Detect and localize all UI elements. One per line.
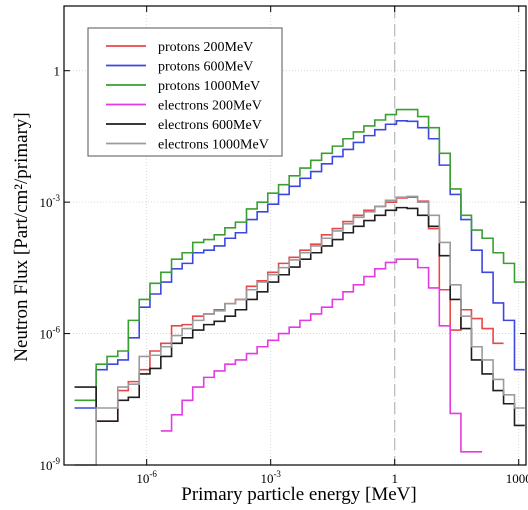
legend-label: electrons 1000MeV xyxy=(158,138,269,153)
y-tick-label: 1 xyxy=(54,64,61,79)
y-axis-label: Neutron Flux [Part/cm²/primary] xyxy=(11,112,32,361)
y-tick-label: 10-9 xyxy=(40,456,61,473)
x-tick-label: 10-6 xyxy=(136,469,157,486)
legend-box xyxy=(87,27,283,157)
series-layer xyxy=(74,108,525,466)
legend-label: protons 600MeV xyxy=(158,60,253,75)
x-tick-label: 10-3 xyxy=(260,469,281,486)
x-axis-label: Primary particle energy [MeV] xyxy=(181,484,416,505)
legend-label: electrons 200MeV xyxy=(158,99,262,114)
legend-label: electrons 600MeV xyxy=(158,118,262,133)
legend-label: protons 200MeV xyxy=(158,40,253,55)
axis-ticks: 10-6 10-3 1 1000 1 10-3 10-6 10-9 xyxy=(40,6,528,486)
plot-frame xyxy=(63,5,527,466)
y-tick-label: 10-6 xyxy=(40,325,61,342)
legend-label: protons 1000MeV xyxy=(158,79,260,94)
legend: protons 200MeV protons 600MeV protons 1000… xyxy=(87,27,283,157)
series-line-protons-200mev xyxy=(96,196,504,422)
series-line-electrons-200mev xyxy=(160,258,483,453)
y-tick-label: 10-3 xyxy=(40,193,61,210)
series-line-electrons-600mev xyxy=(74,206,525,427)
x-tick-label: 1000 xyxy=(506,471,528,486)
series-line-electrons-1000mev xyxy=(74,195,525,466)
x-tick-label: 1 xyxy=(391,471,398,486)
series-line-protons-1000mev xyxy=(74,108,525,402)
